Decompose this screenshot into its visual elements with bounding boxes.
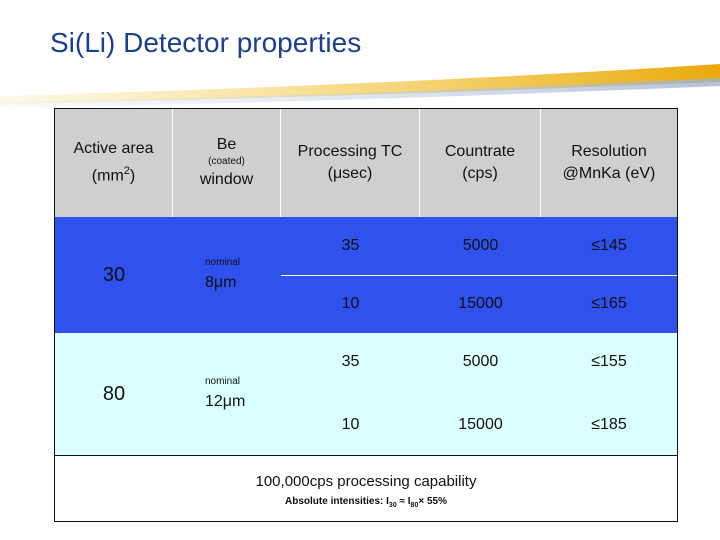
header-processing-tc: Processing TC (μsec) (281, 109, 420, 217)
resolution-value: ≤185 (591, 416, 627, 433)
countrate-value: 15000 (458, 295, 503, 312)
header-resolution-unit: @MnKa (eV) (562, 165, 656, 182)
slide-title: Si(Li) Detector properties (50, 27, 362, 58)
header-resolution: Resolution @MnKa (eV) (541, 109, 677, 217)
nominal-label: nominal (205, 257, 241, 268)
window-thickness: 8μm (205, 274, 237, 291)
header-active-area-unit: (mm2) (91, 165, 136, 185)
detector-properties-table: Active area (mm2) Be (coated) window Pro… (54, 108, 678, 522)
tc-value: 10 (341, 295, 360, 312)
header-countrate: Countrate (cps) (420, 109, 541, 217)
header-resolution-label: Resolution (571, 143, 647, 160)
header-countrate-label: Countrate (444, 143, 516, 160)
tc-value: 10 (341, 416, 360, 433)
row-divider (281, 275, 677, 276)
decorative-swoosh (0, 64, 720, 108)
countrate-value: 5000 (462, 353, 499, 370)
footer-capability: 100,000cps processing capability (255, 473, 477, 490)
header-coated-label: (coated) (208, 156, 245, 167)
window-thickness: 12μm (205, 393, 246, 410)
header-active-area: Active area (mm2) (55, 109, 173, 217)
table-header-row: Active area (mm2) Be (coated) window Pro… (55, 109, 677, 217)
footer-divider (55, 455, 677, 456)
tc-value: 35 (341, 237, 360, 254)
nominal-label: nominal (205, 376, 241, 387)
header-active-area-label: Active area (73, 140, 154, 158)
header-processing-tc-label: Processing TC (297, 143, 403, 160)
area-value-30: 30 (102, 263, 126, 286)
tc-value: 35 (341, 353, 360, 370)
countrate-value: 5000 (462, 237, 499, 254)
group-row-80 (55, 333, 677, 455)
area-value-80: 80 (102, 382, 126, 405)
window-value-30: nominal 8μm (173, 217, 281, 333)
header-window-label: window (199, 171, 254, 188)
footer-intensities: Absolute intensities: I30 ≈ I80× 55% (285, 496, 447, 509)
header-countrate-unit: (cps) (462, 165, 498, 182)
countrate-value: 15000 (458, 416, 503, 433)
header-be-window: Be (coated) window (173, 109, 281, 217)
window-value-80: nominal 12μm (173, 333, 281, 455)
resolution-value: ≤155 (591, 353, 627, 370)
header-be-label: Be (216, 136, 237, 153)
resolution-value: ≤145 (591, 237, 627, 254)
resolution-value: ≤165 (591, 295, 627, 312)
header-processing-tc-unit: (μsec) (327, 165, 373, 182)
